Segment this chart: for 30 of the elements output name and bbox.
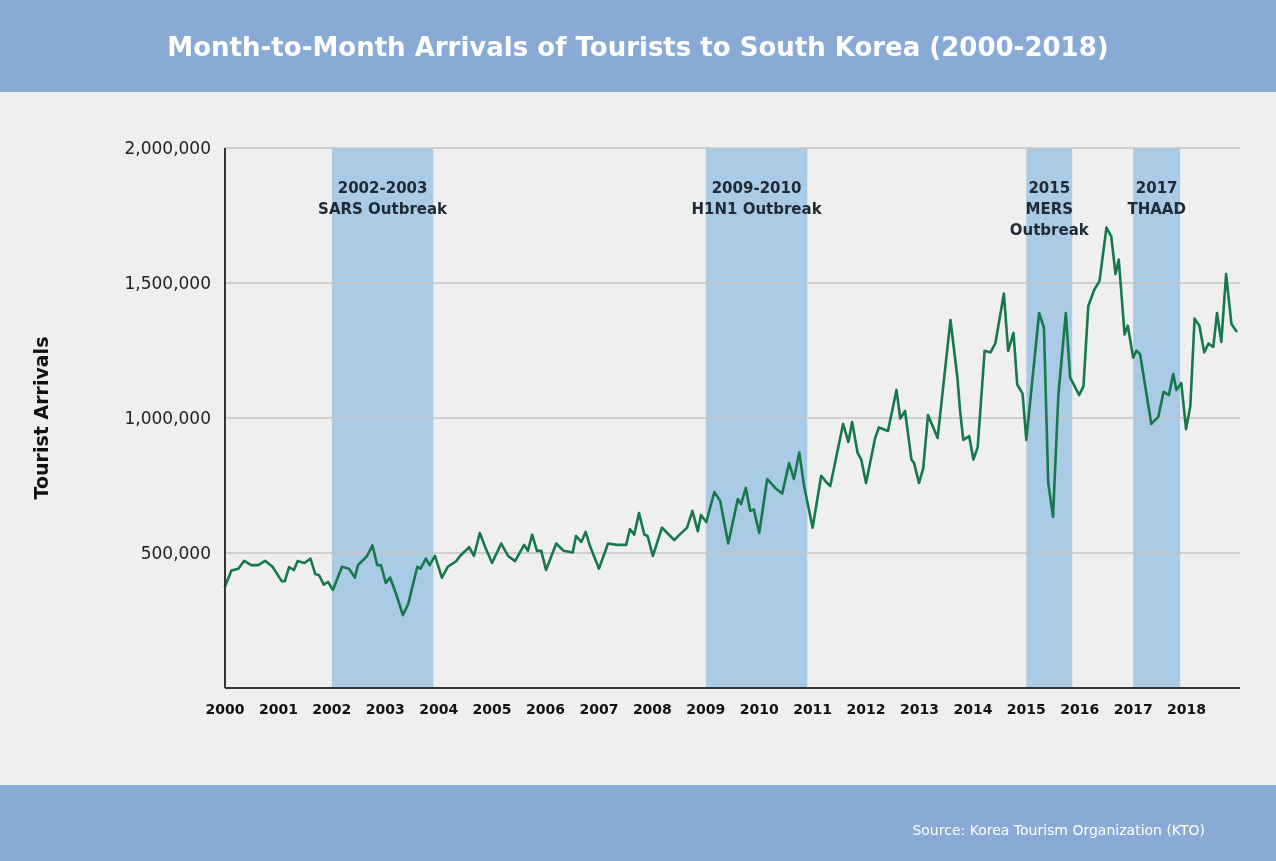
band-label: 2015 MERS Outbreak xyxy=(1009,179,1090,239)
x-tick-label: 2010 xyxy=(739,701,779,717)
x-tick-label: 2005 xyxy=(472,701,512,717)
x-tick-label: 2006 xyxy=(526,701,566,717)
x-tick-label: 2009 xyxy=(686,701,726,717)
x-tick-label: 2004 xyxy=(419,701,459,717)
y-tick-label: 1,000,000 xyxy=(124,408,211,428)
band-label: 2009-2010 H1N1 Outbreak xyxy=(691,179,823,218)
x-tick-label: 2017 xyxy=(1113,701,1153,717)
x-tick-label: 2007 xyxy=(579,701,619,717)
x-tick-label: 2016 xyxy=(1060,701,1100,717)
x-tick-label: 2012 xyxy=(846,701,886,717)
y-tick-label: 1,500,000 xyxy=(124,273,211,293)
chart-title: Month-to-Month Arrivals of Tourists to South Korea (2000-2018) xyxy=(167,32,1109,62)
x-tick-label: 2002 xyxy=(312,701,352,717)
y-tick-label: 500,000 xyxy=(140,543,211,563)
x-tick-label: 2014 xyxy=(953,701,993,717)
x-tick-label: 2000 xyxy=(205,701,245,717)
x-tick-label: 2013 xyxy=(899,701,939,717)
x-tick-label: 2015 xyxy=(1006,701,1046,717)
y-tick-label: 2,000,000 xyxy=(124,138,211,158)
x-tick-label: 2018 xyxy=(1167,701,1207,717)
band-label: 2002-2003 SARS Outbreak xyxy=(318,179,449,218)
x-tick-label: 2011 xyxy=(793,701,833,717)
x-tick-label: 2008 xyxy=(632,701,672,717)
x-tick-label: 2003 xyxy=(365,701,405,717)
band-label: 2017 THAAD xyxy=(1127,179,1186,218)
y-axis-title: Tourist Arrivals xyxy=(30,336,52,500)
x-tick-label: 2001 xyxy=(258,701,298,717)
source-note: Source: Korea Tourism Organization (KTO) xyxy=(912,822,1205,838)
